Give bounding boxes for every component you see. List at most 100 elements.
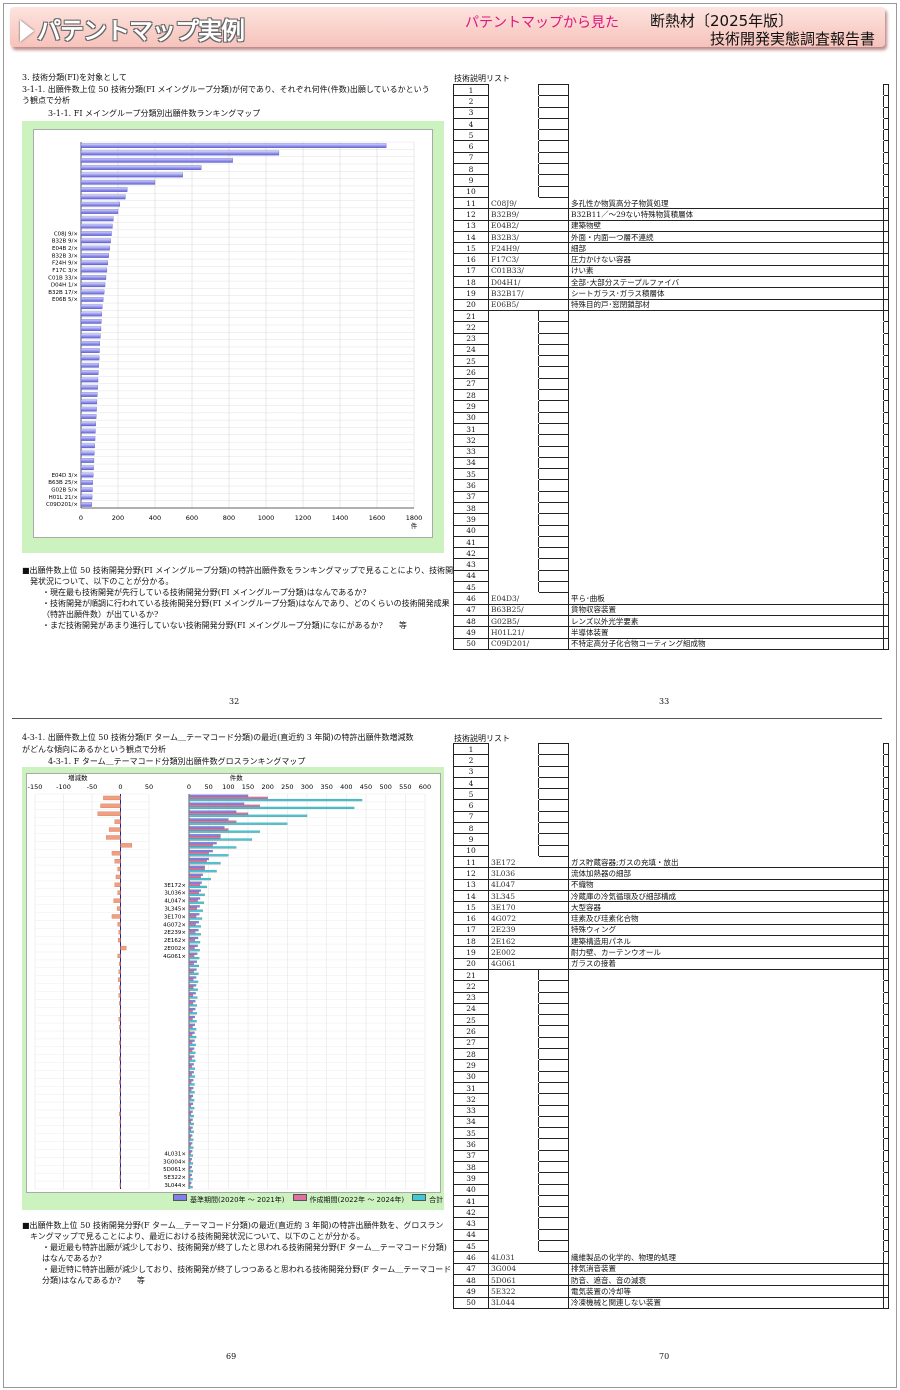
tech-description — [568, 411, 884, 424]
tech-code — [488, 1138, 539, 1151]
spacer-cell — [883, 309, 889, 323]
x-tick-label: 350 — [320, 783, 332, 791]
row-number: 3 — [453, 106, 489, 119]
row-number: 5 — [453, 788, 489, 801]
delta-bar — [119, 985, 121, 990]
series-bar — [188, 944, 198, 947]
table-row: 11 3E172 ガス貯蔵容器;ガスの充填・放出 — [453, 855, 889, 869]
table-row: 4 — [453, 776, 889, 790]
row-number: 41 — [453, 1194, 489, 1208]
tech-description — [568, 765, 884, 778]
spacer-cell — [883, 867, 889, 880]
tech-code — [488, 1025, 539, 1038]
spacer-cell — [538, 501, 569, 515]
tech-description: 半導体装置 — [568, 626, 884, 639]
category-label: 4L031× — [164, 1151, 186, 1157]
bar — [80, 370, 99, 375]
series-bar — [188, 1126, 193, 1129]
tech-description — [568, 1048, 884, 1061]
row-number: 20 — [453, 298, 489, 311]
table-row: 46 E04D3/平ら･曲板 — [453, 592, 889, 605]
page-number: 69 — [226, 1352, 237, 1361]
delta-bar — [119, 1080, 121, 1085]
table-row: 18 D04H1/全部･大部分ステープルファイバ — [453, 276, 889, 289]
bar — [80, 260, 108, 266]
spacer-cell — [538, 1183, 569, 1196]
series-bar — [188, 834, 221, 837]
tech-description-table: 1 2 3 4 5 6 7 8 9 10 11 C08J9/多孔性か物質高分子物質処理 12 B32B9/… — [453, 83, 889, 650]
series-bar — [188, 972, 199, 975]
spacer-cell — [883, 1262, 889, 1275]
delta-bar — [119, 1088, 121, 1093]
tech-description — [568, 400, 884, 413]
tech-code — [488, 1014, 539, 1027]
delta-bar — [119, 1056, 121, 1061]
spacer-cell — [883, 1296, 889, 1309]
tech-code — [488, 742, 539, 756]
row-number: 38 — [453, 1160, 489, 1174]
category-label: 2E002× — [164, 946, 186, 952]
series-bar — [188, 1112, 192, 1115]
x-tick-label: 450 — [360, 783, 372, 791]
row-number: 16 — [453, 253, 489, 266]
spacer-cell — [883, 434, 889, 447]
series-bar — [188, 1173, 192, 1177]
row-number: 38 — [453, 501, 489, 515]
bar — [80, 355, 100, 361]
tech-code — [488, 822, 539, 835]
row-number: 17 — [453, 264, 489, 278]
row-number: 37 — [453, 1149, 489, 1162]
row-number: 19 — [453, 287, 489, 300]
row-number: 11 — [453, 196, 489, 210]
tech-code: 2E239 — [488, 923, 569, 937]
series-bar — [188, 1012, 197, 1015]
spacer-cell — [538, 377, 569, 391]
tech-code: F17C3/ — [488, 253, 569, 266]
tech-code — [488, 400, 539, 413]
tech-code — [488, 980, 539, 993]
tech-description — [568, 1206, 884, 1219]
bar — [80, 406, 97, 412]
tech-code — [488, 1093, 539, 1106]
category-label: 3E172× — [164, 883, 186, 889]
series-bar — [188, 976, 197, 979]
spacer-cell — [883, 765, 889, 778]
series-bar — [188, 1102, 194, 1105]
series-bar — [188, 923, 196, 926]
series-bar — [188, 1186, 193, 1189]
spacer-cell — [883, 332, 889, 345]
tech-code — [488, 513, 539, 526]
row-number: 24 — [453, 1002, 489, 1016]
bar — [80, 362, 99, 368]
row-number: 50 — [453, 637, 489, 650]
series-bar — [188, 810, 237, 813]
tech-description — [568, 163, 884, 176]
tech-description — [568, 991, 884, 1004]
series-bar — [188, 992, 196, 995]
tech-code — [488, 1149, 539, 1162]
spacer-cell — [883, 946, 889, 959]
table-row: 44 — [453, 1228, 889, 1242]
row-number: 47 — [453, 1262, 489, 1275]
table-row: 1 — [453, 83, 889, 97]
row-number: 46 — [453, 592, 489, 605]
series-bar — [188, 860, 207, 863]
row-number: 40 — [453, 524, 489, 537]
table-row: 30 — [453, 1070, 889, 1083]
row-number: 23 — [453, 332, 489, 345]
table-row: 50 3L044 冷凍機械と関連しない装置 — [453, 1296, 889, 1309]
series-bar — [188, 1000, 196, 1003]
delta-bar — [111, 914, 121, 919]
row-number: 25 — [453, 355, 489, 368]
tech-code — [488, 569, 539, 583]
series-bar — [188, 936, 199, 940]
spacer-cell — [538, 411, 569, 424]
spacer-cell — [538, 456, 569, 470]
spacer-cell — [883, 901, 889, 914]
tech-code — [488, 332, 539, 345]
bar — [80, 297, 104, 302]
spacer-cell — [883, 163, 889, 176]
tech-code — [488, 765, 539, 778]
table-row: 3 — [453, 106, 889, 119]
tech-code — [488, 754, 539, 767]
